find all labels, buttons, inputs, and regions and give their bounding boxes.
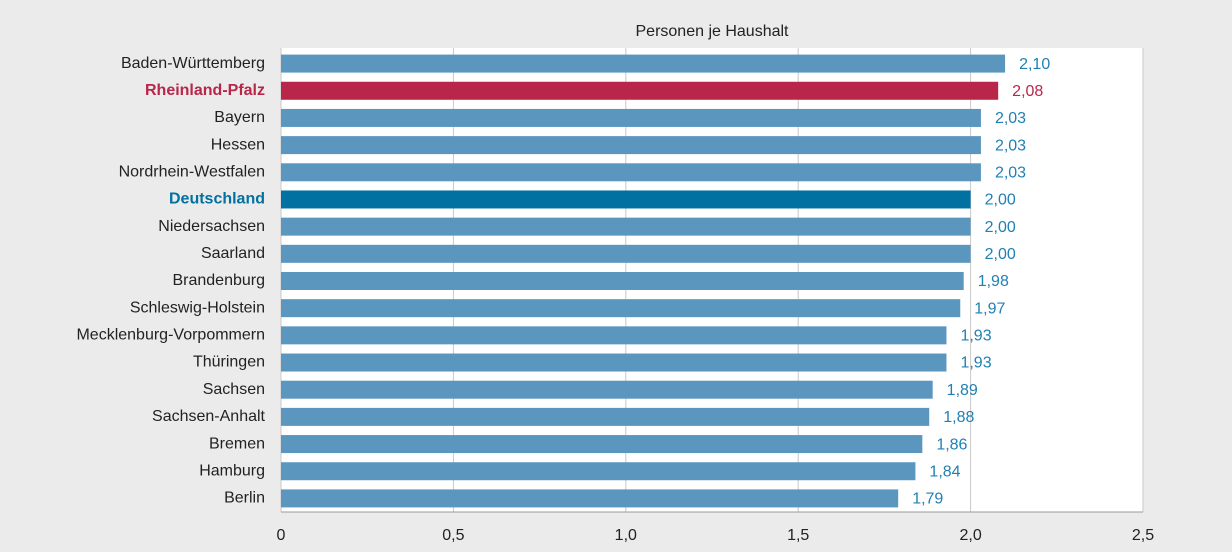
x-tick-label: 2,0 [959,527,981,544]
category-label: Bayern [214,109,265,126]
bar [281,217,971,236]
bar [281,407,930,426]
value-label: 2,03 [995,110,1026,127]
bar [281,108,981,127]
value-label: 1,79 [912,491,943,508]
value-label: 1,84 [929,463,960,480]
category-label: Baden-Württemberg [121,55,265,72]
value-label: 2,03 [995,137,1026,154]
category-label: Hessen [211,136,265,153]
category-label: Deutschland [169,191,265,208]
bar [281,435,923,454]
bar [281,81,999,100]
bar [281,462,916,481]
value-label: 1,93 [960,355,991,372]
bar [281,380,933,399]
bar [281,353,947,372]
category-label: Rheinland-Pfalz [145,82,265,99]
bar [281,489,899,508]
category-label: Brandenburg [172,272,265,289]
category-label: Thüringen [193,354,265,371]
category-label: Mecklenburg-Vorpommern [76,327,265,344]
x-tick-label: 0,5 [442,527,464,544]
chart-title: Personen je Haushalt [636,23,790,40]
x-tick-label: 0 [277,527,286,544]
bar [281,244,971,263]
x-tick-label: 1,5 [787,527,809,544]
value-label: 1,86 [936,436,967,453]
bar [281,163,981,182]
bar [281,272,964,290]
bar [281,54,1006,73]
x-tick-label: 2,5 [1132,527,1154,544]
category-label: Niedersachsen [158,218,265,235]
category-label: Schleswig-Holstein [130,299,265,316]
x-tick-label: 1,0 [615,527,637,544]
value-label: 1,93 [960,328,991,345]
category-label: Hamburg [199,462,265,479]
category-label: Berlin [224,490,265,507]
bar [281,136,981,155]
value-label: 2,08 [1012,83,1043,100]
category-label: Sachsen [203,381,265,398]
value-label: 2,00 [985,192,1016,209]
category-label: Saarland [201,245,265,262]
value-label: 2,00 [985,219,1016,236]
category-label: Nordrhein-Westfalen [119,164,265,181]
value-label: 1,98 [978,273,1009,290]
value-label: 1,97 [974,300,1005,317]
bar [281,190,971,209]
value-label: 2,10 [1019,56,1050,73]
value-label: 1,89 [947,382,978,399]
category-label: Sachsen-Anhalt [152,408,266,425]
value-label: 2,00 [985,246,1016,263]
value-label: 2,03 [995,165,1026,182]
category-label: Bremen [209,435,265,452]
bar [281,299,961,318]
value-label: 1,88 [943,409,974,426]
bar [281,326,947,345]
